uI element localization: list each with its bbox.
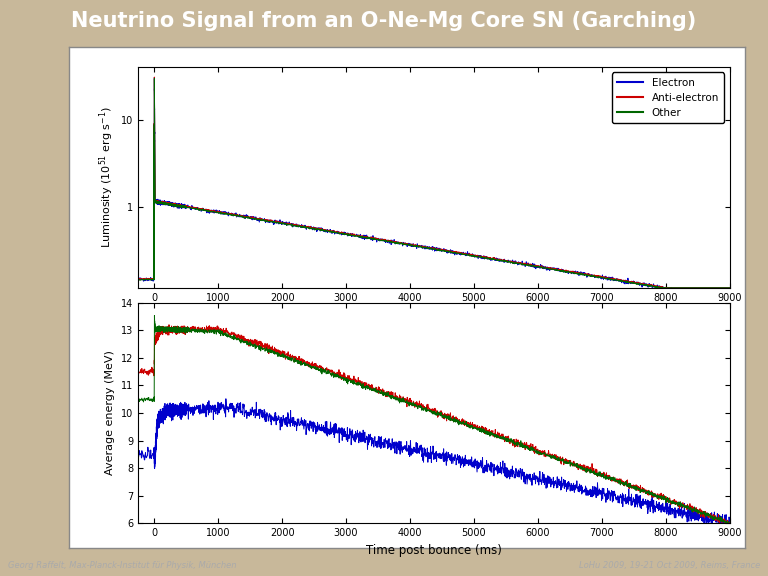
Legend: Electron, Anti-electron, Other: Electron, Anti-electron, Other <box>612 73 724 123</box>
Text: Georg Raffelt, Max-Planck-Institut für Physik, München: Georg Raffelt, Max-Planck-Institut für P… <box>8 560 237 570</box>
X-axis label: Time post bounce (ms): Time post bounce (ms) <box>366 544 502 557</box>
Text: Neutrino Signal from an O-Ne-Mg Core SN (Garching): Neutrino Signal from an O-Ne-Mg Core SN … <box>71 11 697 31</box>
Text: LoHu 2009, 19-21 Oct 2009, Reims, France: LoHu 2009, 19-21 Oct 2009, Reims, France <box>579 560 760 570</box>
Y-axis label: Luminosity (10$^{51}$ erg s$^{-1}$): Luminosity (10$^{51}$ erg s$^{-1}$) <box>97 107 115 248</box>
Y-axis label: Average energy (MeV): Average energy (MeV) <box>105 351 115 475</box>
